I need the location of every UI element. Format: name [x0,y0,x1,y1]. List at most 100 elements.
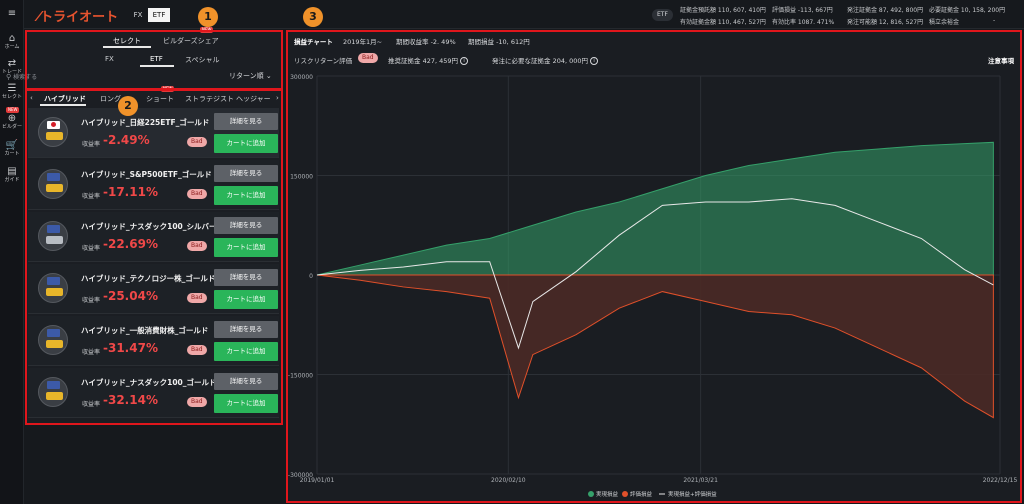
info-icon[interactable]: i [590,57,599,65]
chevron-down-icon: ⌄ [265,72,272,80]
app-logo[interactable]: ⁄トライオート [38,10,119,25]
strategy-icon [38,169,68,199]
x-tick-label: 2019/01/01 [300,477,335,484]
legend-label: 実現損益+評価損益 [668,490,717,498]
return-label: 収益率 [82,401,101,408]
notes-link[interactable]: 注意事項 [988,57,1014,65]
view-details-button[interactable]: 詳細を見る [214,113,278,130]
guide-icon: ▤ [7,166,17,177]
tab-builders-share[interactable]: ビルダーズシェア [163,37,219,45]
required-order-margin: 発注に必要な証拠金 204, 000円 i [492,55,599,65]
select-icon: ☰ [7,83,17,94]
risk-badge: Bad [187,293,207,303]
series-total-line [316,198,994,350]
chart-title: 損益チャート [294,38,333,46]
view-details-button[interactable]: 詳細を見る [214,217,278,234]
category-tab-short[interactable]: ショート [146,95,174,103]
strategy-name: ハイブリッド_テクノロジー株_ゴールド [81,274,216,283]
sort-select[interactable]: リターン順 ⌄ [229,72,272,80]
y-tick-label: -150000 [288,373,313,380]
nav-trade[interactable]: ⇄ トレード [1,58,22,75]
account-market-tag: ETF [652,9,673,21]
category-tab-hedger[interactable]: ヘッジャー [236,95,271,103]
subtab-etf[interactable]: ETF [150,55,163,63]
period-select[interactable]: 2019年1月~ [343,38,383,46]
add-to-cart-button[interactable]: カートに追加 [214,186,278,205]
add-to-cart-button[interactable]: カートに追加 [214,342,278,361]
tab-underline [103,46,151,48]
strategy-name: ハイブリッド_ナスダック100_シルバー [81,222,217,231]
nav-home[interactable]: ⌂ ホーム [0,33,24,51]
search-input[interactable]: ⚲ 検索する [6,73,38,81]
strategy-icon [38,325,68,355]
risk-badge: Bad [187,241,207,251]
home-icon: ⌂ [8,33,16,44]
tab-select[interactable]: セレクト [113,37,141,45]
subtab-underline [140,65,174,67]
strategy-icon [38,273,68,303]
annotation-number-2: 2 [118,96,138,116]
add-to-cart-button[interactable]: カートに追加 [214,394,278,413]
left-nav: ≡ ⌂ ホーム ⇄ トレード ☰ セレクト NEW ⊕ ビルダー 🛒 カート ▤… [0,0,24,504]
add-to-cart-button[interactable]: カートに追加 [214,134,278,153]
subtab-fx[interactable]: FX [105,55,114,63]
return-label: 収益率 [82,193,101,200]
return-value: -2.49% [103,133,150,147]
order-margin: 発注証拠金 87, 492, 800円 [847,7,924,14]
return-label: 収益率 [82,245,101,252]
risk-return-badge: Bad [358,53,378,63]
return-label: 収益率 [82,141,101,148]
x-tick-label: 2021/03/21 [683,477,718,484]
nav-builder[interactable]: NEW ⊕ ビルダー [1,107,22,130]
effective-ratio: 有効比率 1087. 471% [772,19,835,26]
nav-select[interactable]: ☰ セレクト [1,83,22,100]
category-tab-strategist[interactable]: ストラテジスト [185,95,234,103]
category-tab-hybrid[interactable]: ハイブリッド [44,95,86,103]
builder-icon: ⊕ [7,113,17,124]
strategy-card[interactable]: ハイブリッド_日経225ETF_ゴールド 収益率 -2.49% Bad 詳細を見… [28,108,279,158]
return-value: -17.11% [103,185,158,199]
hamburger-menu-icon[interactable]: ≡ [7,8,17,19]
chevron-left-icon[interactable]: ‹ [30,94,33,102]
annotation-number-3: 3 [303,7,323,27]
strategy-card[interactable]: ハイブリッド_一般消費財株_ゴールド 収益率 -31.47% Bad 詳細を見る… [28,316,279,366]
y-tick-label: -300000 [288,472,313,479]
view-details-button[interactable]: 詳細を見る [214,165,278,182]
strategy-card[interactable]: ハイブリッド_テクノロジー株_ゴールド 収益率 -25.04% Bad 詳細を見… [28,264,279,314]
y-tick-label: 0 [309,273,313,280]
return-value: -32.14% [103,393,158,407]
nav-guide[interactable]: ▤ ガイド [0,166,24,184]
risk-return-label: リスクリターン評価 [294,57,353,65]
view-details-button[interactable]: 詳細を見る [214,373,278,390]
info-icon[interactable]: i [460,57,469,65]
strategy-card[interactable]: ハイブリッド_S&P500ETF_ゴールド 収益率 -17.11% Bad 詳細… [28,160,279,210]
nav-cart[interactable]: 🛒 カート [0,140,24,158]
new-badge: NEW [6,107,20,113]
market-toggle-etf[interactable]: ETF [148,8,170,22]
add-to-cart-button[interactable]: カートに追加 [214,238,278,257]
top-bar: ⁄トライオート FX ETF ETF 証拠金預託額 110, 607, 410円… [24,0,1024,29]
strategy-icon [38,221,68,251]
cart-icon: 🛒 [5,140,19,151]
view-details-button[interactable]: 詳細を見る [214,321,278,338]
unrealized-pnl: 評価損益 -113, 667円 [772,7,833,14]
legend-marker [588,491,594,497]
add-to-cart-button[interactable]: カートに追加 [214,290,278,309]
strategy-name: ハイブリッド_日経225ETF_ゴールド [81,118,210,127]
period-return: 期間収益率 -2. 49% [396,38,456,46]
new-badge: NEW [161,86,175,92]
market-toggle-fx[interactable]: FX [133,11,143,19]
view-details-button[interactable]: 詳細を見る [214,269,278,286]
legend-label: 評価損益 [630,490,653,498]
reserve-value: - [993,17,996,24]
strategy-card[interactable]: ハイブリッド_ナスダック100_シルバー 収益率 -22.69% Bad 詳細を… [28,212,279,262]
category-tab-long[interactable]: ロング [100,95,121,103]
strategy-card[interactable]: ハイブリッド_ナスダック100_ゴールド 収益率 -32.14% Bad 詳細を… [28,368,279,418]
chevron-right-icon[interactable]: › [276,94,279,102]
return-value: -25.04% [103,289,158,303]
subtab-special[interactable]: スペシャル [185,56,220,64]
legend-label: 実現損益 [596,490,619,498]
strategy-name: ハイブリッド_一般消費財株_ゴールド [81,326,209,335]
y-tick-label: 150000 [290,174,313,181]
